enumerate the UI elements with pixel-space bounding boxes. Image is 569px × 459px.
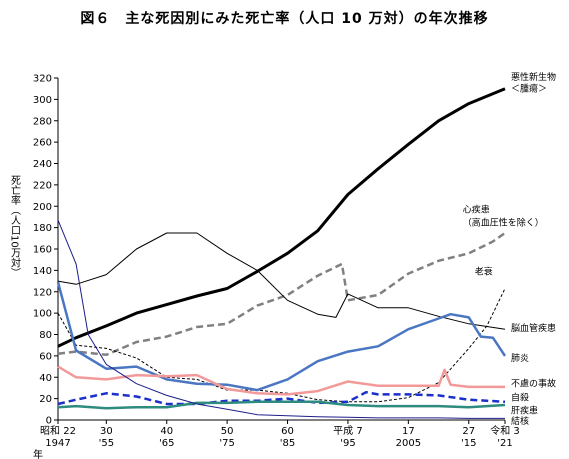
y-tick-label: 80	[39, 330, 52, 341]
series-annotation: 肺炎	[511, 353, 529, 364]
y-tick-label: 240	[33, 159, 52, 170]
x-tick-label-year: 1947	[45, 438, 70, 449]
series-line	[57, 390, 506, 406]
series-annotation: 脳血管疾患	[511, 322, 556, 334]
series-line	[57, 87, 506, 348]
chart-series	[56, 87, 507, 419]
series-annotation: 老衰	[475, 265, 493, 277]
x-tick-label-era: 平成 7	[333, 425, 363, 437]
x-tick-label-era: 17	[402, 426, 415, 437]
y-tick-label: 0	[46, 416, 52, 427]
y-tick-label: 20	[39, 394, 52, 405]
series-annotation: 肝疾患	[511, 404, 538, 416]
x-tick-label-era: 60	[281, 426, 294, 437]
series-line	[57, 231, 506, 357]
y-tick-label: 120	[33, 287, 52, 298]
x-tick-label-year: '75	[219, 438, 234, 449]
series-annotation: ＜腫瘍＞	[511, 83, 547, 95]
x-tick-label-year: '15	[461, 438, 476, 449]
chart-axes: 0 20 40 60 80 100 120 140 160 180 200 220 240 260 280 3…	[9, 74, 520, 459]
series-annotation: 結核	[511, 415, 529, 427]
x-tick-label-era: 昭和 22	[40, 425, 76, 437]
series-line	[56, 281, 507, 392]
series-line	[57, 219, 505, 419]
series-annotation: （高血圧性を除く）	[463, 216, 544, 228]
x-tick-label-era: 30	[100, 426, 113, 437]
y-tick-label: 40	[39, 373, 52, 384]
x-tick-label-year: '85	[280, 438, 295, 449]
series-annotation: 自殺	[511, 392, 529, 404]
y-tick-label: 280	[33, 116, 52, 127]
series-line	[57, 365, 505, 396]
series-annotation: 悪性新生物	[511, 71, 556, 83]
series-annotation: 心疾患	[463, 203, 490, 215]
series-annotation: 不慮の事故	[511, 378, 556, 390]
x-tick-label-year: '55	[99, 438, 114, 449]
chart-title: 図６ 主な死因別にみた死亡率（人口 10 万対）の年次推移	[80, 11, 489, 27]
chart-labels: 悪性新生物＜腫瘍＞ 心疾患（高血圧性を除く） 老衰脳血管疾患肺炎不慮の事故自殺肝疾患…	[463, 71, 556, 427]
y-axis-label: 死亡率（人口10万対）	[9, 175, 21, 278]
x-tick-label-era: 50	[221, 426, 234, 437]
x-tick-label-era: 27	[462, 426, 475, 437]
y-tick-label: 300	[33, 95, 52, 106]
x-tick-label-era: 令和 3	[490, 424, 520, 437]
y-tick-label: 320	[33, 74, 52, 85]
y-tick-label: 140	[33, 266, 52, 277]
x-tick-label-year: 2005	[396, 438, 421, 449]
x-axis-label: 年	[33, 448, 43, 459]
y-tick-label: 160	[33, 245, 52, 256]
y-tick-label: 180	[33, 223, 52, 234]
series-line	[57, 232, 506, 330]
x-tick-label-era: 40	[160, 426, 173, 437]
series-line	[57, 400, 506, 410]
y-tick-label: 200	[33, 202, 52, 213]
x-tick-label-year: '65	[159, 438, 174, 449]
x-tick-label-year: '21	[497, 438, 512, 449]
y-tick-label: 60	[39, 351, 52, 362]
y-tick-label: 220	[33, 180, 52, 191]
y-tick-label: 260	[33, 138, 52, 149]
y-tick-label: 100	[33, 309, 52, 320]
x-tick-label-year: '95	[340, 438, 355, 449]
